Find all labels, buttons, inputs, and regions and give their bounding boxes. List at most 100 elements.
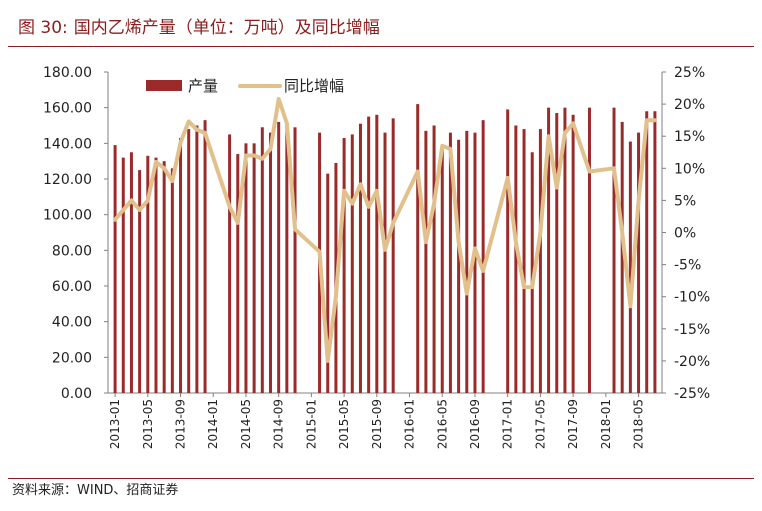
chart-svg: 0.00 20.00 40.00 60.00 80.00 100.00 120.00 140.… [43,65,710,449]
x-tick-label: 2015-05 [337,399,351,449]
left-tick-label: 60.00 [52,279,92,295]
bar-production [179,137,183,393]
bar-production [571,114,575,394]
bar-production [612,107,616,394]
left-tick-label: 100.00 [43,208,92,224]
right-tick-label: -25% [674,386,710,402]
figure-title: 图 30: 国内乙烯产量（单位：万吨）及同比增幅 [18,15,380,41]
x-tick-label: 2013-01 [108,399,122,449]
bar-production [424,130,428,393]
bar-production [628,141,632,393]
bar-production [244,143,248,393]
right-tick-label: 20% [674,97,705,113]
bar-production [473,132,477,393]
bar-production [342,137,346,393]
bar-production [146,155,150,393]
bar-production [121,157,125,393]
left-tick-label: 40.00 [52,315,92,331]
figure-title-text: 国内乙烯产量（单位：万吨）及同比增幅 [73,18,380,38]
bar-production [138,170,142,393]
x-tick-label: 2013-09 [174,399,188,449]
x-tick-label: 2018-05 [632,399,646,449]
bar-production [350,134,354,393]
x-tick-label: 2017-01 [501,399,515,449]
bar-production [587,107,591,394]
x-tick-label: 2014-05 [239,399,253,449]
bar-production [154,157,158,393]
left-tick-label: 120.00 [43,172,92,188]
x-tick-label: 2015-09 [370,399,384,449]
bar-production [203,120,207,394]
bar-production [432,125,436,393]
bar-production [440,148,444,393]
x-tick-label: 2018-01 [599,399,613,449]
bar-production [506,109,510,393]
bar-production [236,154,240,393]
bar-production [383,132,387,393]
bar-production [375,114,379,394]
bar-production [170,168,174,393]
bar-production [538,129,542,394]
bar-production [162,161,166,393]
bar-production [637,132,641,393]
x-tick-label: 2016-05 [435,399,449,449]
bar-production [448,132,452,393]
bar-production [391,118,395,393]
bar-production [514,125,518,393]
bottom-rule [8,478,754,479]
bar-production [293,127,297,394]
x-tick-label: 2014-01 [206,399,220,449]
left-tick-label: 180.00 [43,65,92,81]
source-note: 资料来源：WIND、招商证券 [12,483,179,498]
bar-production [113,145,117,393]
chart-container: 0.00 20.00 40.00 60.00 80.00 100.00 120.00 140.… [0,50,762,478]
left-tick-label: 160.00 [43,101,92,117]
x-tick-label: 2014-09 [272,399,286,449]
x-tick-label: 2016-01 [403,399,417,449]
left-tick-label: 80.00 [52,243,92,259]
right-tick-label: 0% [674,226,696,242]
bar-production [358,123,362,393]
bar-production [620,121,624,393]
x-tick-label: 2016-09 [468,399,482,449]
left-tick-label: 20.00 [52,350,92,366]
bar-production [457,139,461,393]
right-tick-label: -10% [674,290,710,306]
bar-production [416,104,420,393]
bar-production [187,129,191,394]
bar-production [522,129,526,394]
right-tick-label: 15% [674,129,705,145]
x-tick-label: 2017-09 [566,399,580,449]
x-tick-label: 2013-05 [141,399,155,449]
bar-production [129,152,133,393]
bar-production [481,120,485,394]
bar-production [277,121,281,393]
bar-production [252,143,256,393]
right-tick-label: 25% [674,65,705,81]
bar-production [268,132,272,393]
left-tick-label: 0.00 [61,386,92,402]
bar-production [465,130,469,393]
bar-production [563,107,567,394]
bar-production [367,116,371,393]
bar-production [260,127,264,394]
bar-production [547,107,551,394]
bar-production [285,121,289,393]
bar-production [195,125,199,393]
legend-bar-swatch [146,80,182,91]
bar-production [326,173,330,393]
right-tick-label: 5% [674,193,696,209]
bar-production [645,111,649,393]
left-tick-label: 140.00 [43,136,92,152]
legend-bar-label: 产量 [188,77,218,95]
bar-production [555,113,559,394]
right-tick-label: -15% [674,322,710,338]
right-tick-label: -20% [674,354,710,370]
bar-production [653,111,657,393]
x-tick-label: 2015-01 [304,399,318,449]
title-rule [8,46,754,47]
figure-title-number: 图 30: [18,18,68,38]
right-tick-label: -5% [674,258,701,274]
bar-production [228,134,232,393]
legend-line-label: 同比增幅 [284,77,344,95]
